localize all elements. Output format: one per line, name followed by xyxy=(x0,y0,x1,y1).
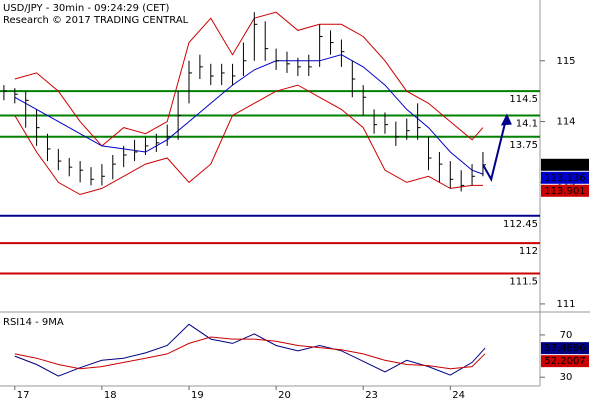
last-value-label: 113.136 xyxy=(544,173,585,184)
band-line xyxy=(14,84,483,196)
y-tick-label: 111 xyxy=(556,299,575,310)
last-value-box xyxy=(541,158,589,171)
chart-subtitle: Research © 2017 TRADING CENTRAL xyxy=(3,15,189,26)
x-tick-label: 17 xyxy=(17,390,30,400)
projection xyxy=(482,115,508,182)
last-value-label: 113.901 xyxy=(544,186,585,197)
x-tick-label: 20 xyxy=(278,390,291,400)
level-label: 112 xyxy=(519,246,538,257)
chart-title: USD/JPY - 30min - 09:24:29 (CET) xyxy=(3,3,170,14)
projection-head xyxy=(500,113,512,126)
rsi-title: RSI14 - 9MA xyxy=(3,317,64,328)
rsi-value-label: 57.4896 xyxy=(544,343,585,354)
x-tick-label: 19 xyxy=(191,390,204,400)
rsi-value-box xyxy=(541,342,589,355)
band-line xyxy=(14,54,484,175)
plot: 114.5 14.1 13.75 112.45 112 111.5 xyxy=(0,11,540,377)
rsi-line xyxy=(14,323,486,377)
x-tick-label: 23 xyxy=(365,390,378,400)
rsi-value-label: 52.2007 xyxy=(544,356,585,367)
x-tick-label: 18 xyxy=(104,390,117,400)
rsi-tick-label: 70 xyxy=(560,330,573,341)
rsi-value-box xyxy=(541,355,589,368)
level-label: 14.1 xyxy=(516,118,538,129)
last-value-label: 113.289 xyxy=(544,160,585,171)
y-tick-label: 114 xyxy=(556,117,575,128)
x-tick-label: 24 xyxy=(452,390,465,400)
rsi-tick-label: 30 xyxy=(560,372,573,383)
last-value-box xyxy=(541,184,589,197)
level-label: 13.75 xyxy=(509,140,538,151)
last-value-box xyxy=(541,171,589,184)
level-label: 112.45 xyxy=(503,219,538,230)
y-tick-label: 115 xyxy=(556,56,575,67)
rsi-line xyxy=(14,336,486,370)
level-label: 111.5 xyxy=(509,277,538,288)
level-label: 114.5 xyxy=(509,94,538,105)
